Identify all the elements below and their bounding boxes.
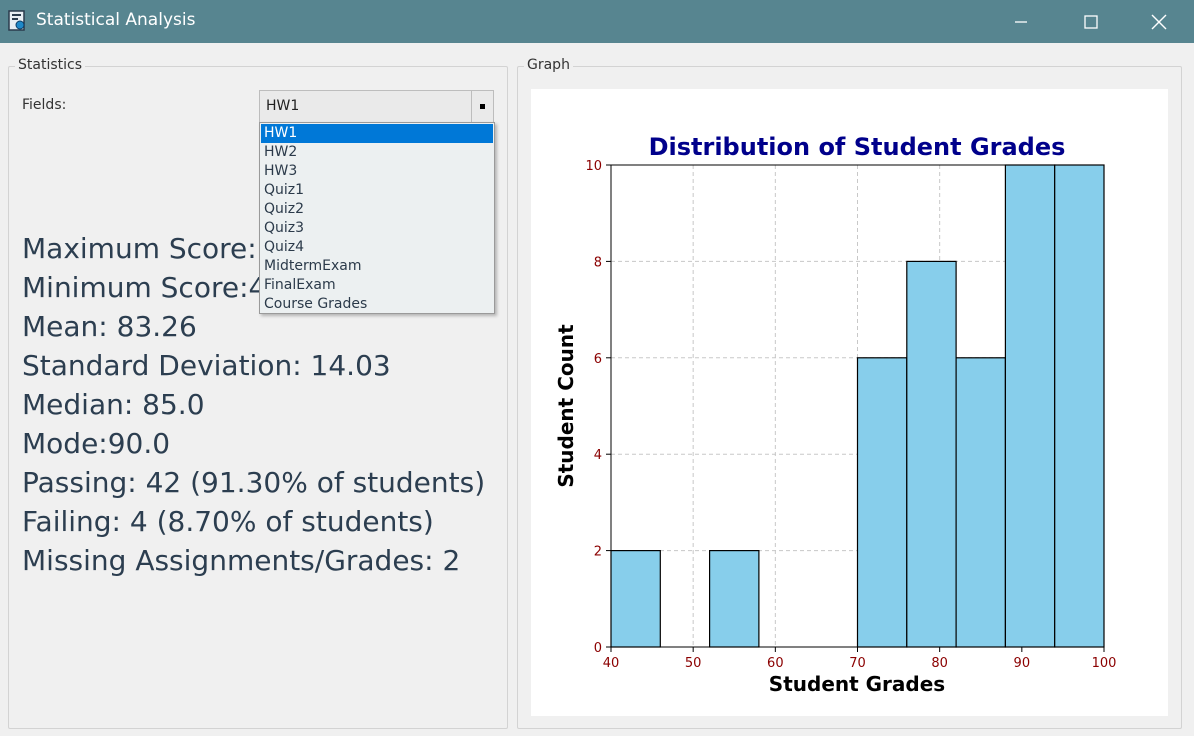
stat-standard-deviation: Standard Deviation: 14.03 — [22, 349, 391, 382]
x-tick-label: 50 — [685, 656, 702, 671]
minimize-button[interactable] — [986, 0, 1056, 43]
statistics-group-title: Statistics — [15, 57, 85, 73]
stat-passing: Passing: 42 (91.30% of students) — [22, 466, 486, 499]
field-select[interactable]: HW1 — [259, 90, 494, 123]
maximize-icon — [1084, 14, 1098, 29]
stat-median: Median: 85.0 — [22, 388, 205, 421]
title-bar: Statistical Analysis — [0, 0, 1194, 43]
dropdown-option[interactable]: MidtermExam — [264, 258, 362, 274]
stat-minimum-score: Minimum Score:4 — [22, 271, 267, 304]
dropdown-arrow-button[interactable] — [471, 91, 493, 122]
dropdown-option[interactable]: Course Grades — [264, 296, 368, 312]
x-tick-label: 60 — [767, 656, 784, 671]
x-tick-label: 90 — [1014, 656, 1031, 671]
dropdown-option[interactable]: Quiz2 — [264, 201, 305, 217]
y-tick-label: 8 — [594, 255, 602, 270]
field-dropdown-list: HW1 HW2 HW3 Quiz1 Quiz2 Quiz3 Quiz4 Midt… — [259, 122, 495, 314]
y-tick-label: 4 — [594, 448, 602, 463]
graph-group-title: Graph — [524, 57, 573, 73]
close-button[interactable] — [1124, 0, 1194, 43]
x-tick-label: 80 — [931, 656, 948, 671]
y-axis-label: Student Count — [554, 324, 578, 488]
minimize-icon — [1015, 20, 1027, 23]
dropdown-option[interactable]: Quiz4 — [264, 239, 305, 255]
histogram-bar — [1004, 164, 1056, 648]
x-tick-label: 70 — [849, 656, 866, 671]
histogram-bar — [856, 357, 908, 648]
dropdown-option[interactable]: FinalExam — [264, 277, 336, 293]
dropdown-option[interactable]: Quiz3 — [264, 220, 305, 236]
maximize-button[interactable] — [1056, 0, 1126, 43]
stat-failing: Failing: 4 (8.70% of students) — [22, 505, 434, 538]
x-tick-label: 100 — [1092, 656, 1117, 671]
dropdown-option[interactable]: Quiz1 — [264, 182, 305, 198]
histogram-bar — [1054, 164, 1105, 648]
y-tick-label: 2 — [594, 545, 602, 560]
histogram-chart: 40 50 60 70 80 90 100 0 2 4 6 8 10 Distribution of S… — [554, 133, 1117, 696]
x-tick-label: 40 — [603, 656, 620, 671]
dropdown-option[interactable]: HW2 — [264, 144, 298, 160]
y-tick-label: 6 — [594, 352, 602, 367]
field-select-value: HW1 — [266, 98, 300, 114]
chart-title: Distribution of Student Grades — [649, 133, 1066, 161]
chart-canvas: 40 50 60 70 80 90 100 0 2 4 6 8 10 Distribution of S… — [531, 89, 1168, 716]
y-tick-label: 0 — [594, 641, 602, 656]
app-icon — [8, 10, 25, 31]
dropdown-option[interactable]: HW1 — [261, 124, 493, 143]
fields-label: Fields: — [22, 97, 67, 113]
stat-mean: Mean: 83.26 — [22, 310, 197, 343]
close-icon — [1151, 14, 1167, 29]
graph-group — [517, 66, 1182, 729]
histogram-bar — [610, 550, 661, 648]
statistics-group — [8, 66, 508, 729]
histogram-bar — [955, 357, 1007, 648]
dropdown-arrow-icon — [480, 104, 485, 109]
x-axis-label: Student Grades — [769, 672, 945, 696]
y-tick-label: 10 — [585, 159, 602, 174]
histogram-bar — [709, 550, 760, 648]
window-title: Statistical Analysis — [36, 10, 196, 30]
stat-missing: Missing Assignments/Grades: 2 — [22, 544, 461, 577]
stat-maximum-score: Maximum Score: — [22, 232, 257, 265]
dropdown-option[interactable]: HW3 — [264, 163, 298, 179]
histogram-bar — [906, 260, 957, 648]
stat-mode: Mode:90.0 — [22, 427, 171, 460]
